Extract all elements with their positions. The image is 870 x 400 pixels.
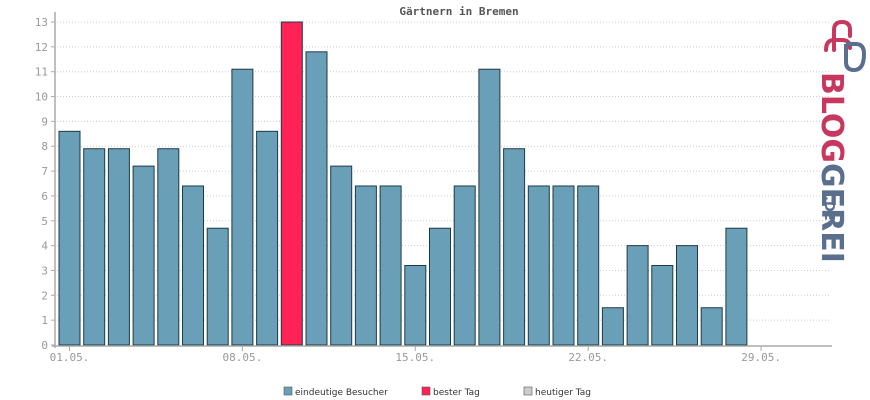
bar: [132, 165, 155, 346]
x-tick-label: 29.05.: [741, 351, 781, 364]
x-axis-ticks: 01.05. 08.05. 15.05. 22.05. 29.05.: [50, 346, 781, 364]
y-tick-label: 12: [35, 41, 48, 54]
y-tick-label: 4: [41, 240, 48, 253]
bar: [231, 68, 254, 346]
bar: [503, 148, 526, 346]
logo-mark-icon: [824, 19, 866, 72]
y-tick-label: 9: [41, 115, 48, 128]
legend-swatch: [283, 386, 293, 396]
y-tick-label: 10: [35, 91, 48, 104]
y-tick-label: 8: [41, 140, 48, 153]
bar: [256, 130, 279, 346]
bar: [453, 185, 476, 346]
y-tick-label: 13: [35, 16, 48, 29]
bar: [552, 185, 575, 346]
bar: [577, 185, 600, 346]
legend-swatch: [421, 386, 431, 396]
bar: [107, 148, 130, 346]
x-tick-label: 22.05.: [568, 351, 608, 364]
bar: [651, 264, 674, 346]
x-tick-label: 15.05.: [395, 351, 435, 364]
bar: [330, 165, 353, 346]
legend-label: eindeutige Besucher: [295, 388, 388, 398]
bar: [83, 148, 106, 346]
y-tick-label: 3: [41, 264, 48, 277]
y-tick-label: 5: [41, 215, 48, 228]
bar: [58, 130, 81, 346]
x-tick-label: 08.05.: [223, 351, 263, 364]
bar: [527, 185, 550, 346]
y-tick-label: 11: [35, 66, 48, 79]
chart-title: Gärtnern in Bremen: [399, 5, 518, 18]
bar: [206, 227, 229, 346]
legend: eindeutige Besucher bester Tag heutiger Ta…: [283, 386, 591, 398]
bloggerei-logo: BLOGGEREI .DE: [814, 19, 866, 263]
bar: [601, 307, 624, 346]
bar: [280, 21, 303, 346]
y-tick-label: 6: [41, 190, 48, 203]
legend-swatch: [523, 386, 533, 396]
bar: [626, 245, 649, 346]
bar: [182, 185, 204, 346]
bar: [379, 185, 402, 346]
brand-tld: .DE: [821, 196, 836, 221]
axes: [52, 12, 832, 348]
y-tick-label: 7: [41, 165, 48, 178]
bar: [305, 51, 328, 346]
y-tick-label: 0: [41, 339, 48, 352]
bar: [404, 264, 427, 346]
bar: [354, 185, 377, 346]
legend-label: heutiger Tag: [535, 388, 591, 398]
legend-label: bester Tag: [433, 388, 480, 398]
bar: [429, 227, 451, 346]
bars: [58, 21, 748, 346]
bar: [157, 148, 180, 346]
bar: [700, 307, 723, 346]
bar: [676, 245, 698, 346]
bar: [725, 227, 748, 346]
y-tick-label: 2: [41, 289, 48, 302]
x-tick-label: 01.05.: [50, 351, 90, 364]
brand-name: BLOGGEREI: [814, 72, 849, 263]
bar: [478, 68, 501, 346]
y-tick-label: 1: [41, 314, 48, 327]
